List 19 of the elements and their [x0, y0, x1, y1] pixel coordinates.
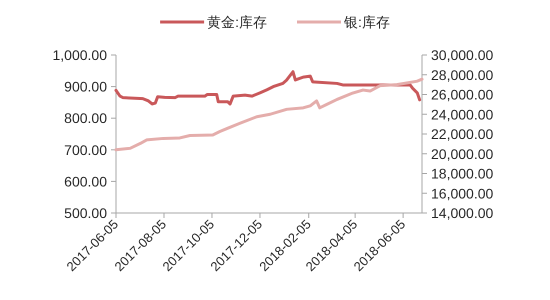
y-tick-label: 900.00	[64, 78, 108, 95]
y2-tick-label: 30,000.00	[431, 47, 494, 63]
y2-tick-label: 16,000.00	[431, 185, 494, 202]
y2-tick-label: 26,000.00	[431, 86, 494, 102]
y-tick-label: 800.00	[64, 110, 108, 126]
legend-label: 银:库存	[343, 14, 390, 30]
legend-label: 黄金:库存	[207, 14, 267, 30]
y-tick-label: 600.00	[64, 173, 108, 190]
y2-tick-label: 22,000.00	[431, 126, 494, 142]
y-tick-label: 1,000.00	[52, 47, 108, 63]
y2-tick-label: 14,000.00	[431, 205, 494, 221]
y2-tick-label: 18,000.00	[431, 166, 494, 182]
y-tick-label: 700.00	[64, 142, 108, 158]
y2-tick-label: 28,000.00	[431, 66, 494, 83]
y2-tick-label: 20,000.00	[431, 146, 494, 162]
line-series	[114, 78, 424, 152]
y2-tick-label: 24,000.00	[431, 106, 494, 122]
y-tick-label: 500.00	[64, 205, 108, 221]
line-series	[114, 70, 422, 106]
